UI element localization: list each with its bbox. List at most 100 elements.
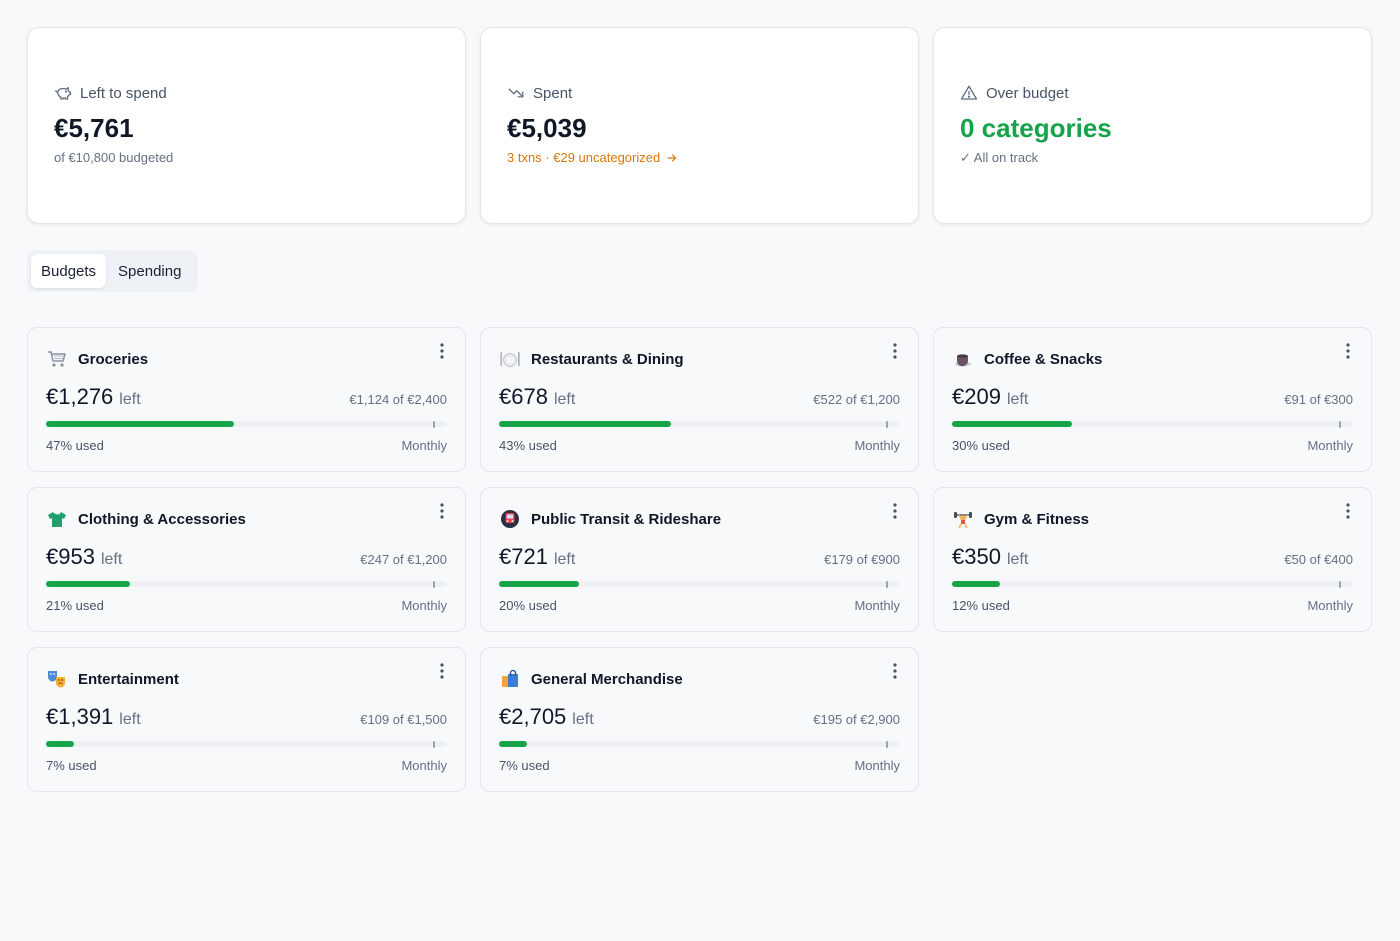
budget-card-general-merchandise[interactable]: General Merchandise €2,705 left €195 of €… [480,647,919,792]
more-options-icon[interactable] [890,662,900,680]
budget-progress-bar [952,581,1353,588]
weightlifter-icon [952,508,974,530]
budget-period: Monthly [854,438,900,453]
budget-period: Monthly [854,598,900,613]
left-to-spend-label-row: Left to spend [54,84,439,102]
budget-category-name: Public Transit & Rideshare [531,510,722,528]
warning-triangle-icon [960,85,978,100]
budget-left-word: left [553,391,576,408]
budget-left: €953 left [46,544,122,570]
over-budget-sub: ✓ All on track [960,150,1039,165]
budget-card-entertainment[interactable]: Entertainment €1,391 left €109 of €1,500 … [27,647,466,792]
budget-pace-marker [1339,421,1341,428]
budget-card-groceries[interactable]: Groceries €1,276 left €1,124 of €2,400 47… [27,327,466,472]
budget-percent-used: 30% used [952,438,1010,453]
budget-progress-bar [499,581,900,588]
budget-percent-used: 12% used [952,598,1010,613]
budget-progress-fill [499,741,528,747]
shopping-cart-icon [46,348,68,370]
budget-card-header: Gym & Fitness [952,508,1089,530]
budget-left-word: left [572,711,594,728]
budget-card-header: General Merchandise [499,668,683,690]
budget-category-name: Clothing & Accessories [78,510,246,528]
more-options-icon[interactable] [1343,502,1353,520]
more-options-icon[interactable] [437,502,447,520]
budget-category-name: Gym & Fitness [984,510,1090,528]
budget-left: €2,705 left [499,704,594,730]
metro-train-icon [499,508,521,530]
budget-period: Monthly [401,438,447,453]
budget-spent-of-total: €1,124 of €2,400 [349,392,447,407]
more-options-icon[interactable] [890,502,900,520]
budget-left-word: left [119,711,141,728]
budget-left: €678 left [499,384,575,410]
budget-period: Monthly [1307,438,1353,453]
budget-progress-bar [46,741,447,748]
budget-card-header: Restaurants & Dining [499,348,684,370]
more-options-icon[interactable] [890,342,900,360]
tab-budgets[interactable]: Budgets [31,254,107,288]
budget-footer: 43% used Monthly [499,438,900,453]
budget-card-gym-fitness[interactable]: Gym & Fitness €350 left €50 of €400 12% u… [933,487,1372,632]
budget-progress-fill [46,741,75,747]
budget-period: Monthly [1307,598,1353,613]
budget-spent-of-total: €522 of €1,200 [813,392,900,407]
t-shirt-icon [46,508,68,530]
uncategorized-link[interactable]: 3 txns · €29 uncategorized [507,150,892,165]
more-options-icon[interactable] [437,342,447,360]
budget-period: Monthly [401,598,447,613]
budget-card-header: Public Transit & Rideshare [499,508,721,530]
budget-footer: 7% used Monthly [46,758,447,773]
budget-amount-row: €1,391 left €109 of €1,500 [46,704,447,730]
budget-left: €209 left [952,384,1028,410]
budget-left-word: left [100,551,123,568]
budget-left: €1,276 left [46,384,141,410]
budget-category-name: Entertainment [78,670,179,688]
shopping-bags-icon [499,668,521,690]
spent-value: €5,039 [507,113,587,143]
budget-card-restaurants-dining[interactable]: Restaurants & Dining €678 left €522 of €1… [480,327,919,472]
budget-left-amount: €1,276 [46,384,114,409]
budget-amount-row: €678 left €522 of €1,200 [499,384,900,410]
budget-footer: 21% used Monthly [46,598,447,613]
budget-progress-fill [952,581,1001,587]
budget-card-public-transit-rideshare[interactable]: Public Transit & Rideshare €721 left €179… [480,487,919,632]
more-options-icon[interactable] [437,662,447,680]
budget-card-clothing-accessories[interactable]: Clothing & Accessories €953 left €247 of … [27,487,466,632]
budget-category-name: Groceries [78,350,149,368]
over-budget-label: Over budget [986,84,1069,102]
budget-left-amount: €1,391 [46,704,114,729]
spent-card: Spent €5,039 3 txns · €29 uncategorized [480,27,919,224]
coffee-cup-icon [952,348,974,370]
budget-percent-used: 47% used [46,438,104,453]
budget-category-name: Restaurants & Dining [531,350,684,368]
left-to-spend-value: €5,761 [54,113,134,143]
trending-down-icon [508,88,524,98]
budget-progress-bar [499,741,900,748]
budget-left-amount: €678 [499,384,548,409]
budget-progress-bar [952,421,1353,428]
over-budget-label-row: Over budget [960,84,1345,102]
budget-percent-used: 21% used [46,598,104,613]
budget-card-header: Clothing & Accessories [46,508,246,530]
budget-left-word: left [119,391,141,408]
view-tabs: Budgets Spending [27,250,198,292]
budget-spent-of-total: €247 of €1,200 [360,552,447,567]
budget-left: €1,391 left [46,704,141,730]
more-options-icon[interactable] [1343,342,1353,360]
budget-pace-marker [886,741,888,748]
budget-footer: 12% used Monthly [952,598,1353,613]
budget-card-coffee-snacks[interactable]: Coffee & Snacks €209 left €91 of €300 30%… [933,327,1372,472]
budget-left-word: left [1006,391,1029,408]
budget-spent-of-total: €50 of €400 [1284,552,1353,567]
budget-percent-used: 43% used [499,438,557,453]
budget-left: €721 left [499,544,575,570]
budget-progress-bar [499,421,900,428]
budget-pace-marker [1339,581,1341,588]
tab-spending[interactable]: Spending [118,262,182,280]
budget-footer: 7% used Monthly [499,758,900,773]
budget-footer: 47% used Monthly [46,438,447,453]
budget-percent-used: 20% used [499,598,557,613]
budget-left-amount: €721 [499,544,548,569]
budget-progress-bar [46,581,447,588]
